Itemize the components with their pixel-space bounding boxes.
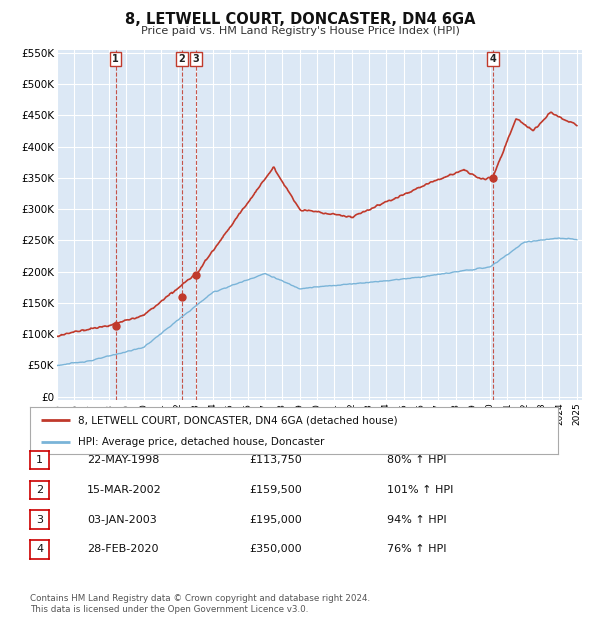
Text: 1: 1 (36, 455, 43, 465)
Text: £159,500: £159,500 (249, 485, 302, 495)
Text: 4: 4 (36, 544, 43, 554)
Text: £350,000: £350,000 (249, 544, 302, 554)
Text: 101% ↑ HPI: 101% ↑ HPI (387, 485, 454, 495)
Text: £195,000: £195,000 (249, 515, 302, 525)
Text: 28-FEB-2020: 28-FEB-2020 (87, 544, 158, 554)
Text: £113,750: £113,750 (249, 455, 302, 465)
Text: 76% ↑ HPI: 76% ↑ HPI (387, 544, 446, 554)
Text: HPI: Average price, detached house, Doncaster: HPI: Average price, detached house, Donc… (77, 437, 324, 447)
Text: 80% ↑ HPI: 80% ↑ HPI (387, 455, 446, 465)
Text: 22-MAY-1998: 22-MAY-1998 (87, 455, 160, 465)
Text: 94% ↑ HPI: 94% ↑ HPI (387, 515, 446, 525)
Text: Contains HM Land Registry data © Crown copyright and database right 2024.: Contains HM Land Registry data © Crown c… (30, 593, 370, 603)
Text: 8, LETWELL COURT, DONCASTER, DN4 6GA (detached house): 8, LETWELL COURT, DONCASTER, DN4 6GA (de… (77, 415, 397, 425)
Text: 15-MAR-2002: 15-MAR-2002 (87, 485, 162, 495)
Text: 3: 3 (36, 515, 43, 525)
Text: 8, LETWELL COURT, DONCASTER, DN4 6GA: 8, LETWELL COURT, DONCASTER, DN4 6GA (125, 12, 475, 27)
Text: Price paid vs. HM Land Registry's House Price Index (HPI): Price paid vs. HM Land Registry's House … (140, 26, 460, 36)
Text: 1: 1 (112, 54, 119, 64)
Text: This data is licensed under the Open Government Licence v3.0.: This data is licensed under the Open Gov… (30, 604, 308, 614)
Text: 2: 2 (178, 54, 185, 64)
Text: 3: 3 (193, 54, 199, 64)
Text: 03-JAN-2003: 03-JAN-2003 (87, 515, 157, 525)
Text: 4: 4 (490, 54, 496, 64)
Text: 2: 2 (36, 485, 43, 495)
